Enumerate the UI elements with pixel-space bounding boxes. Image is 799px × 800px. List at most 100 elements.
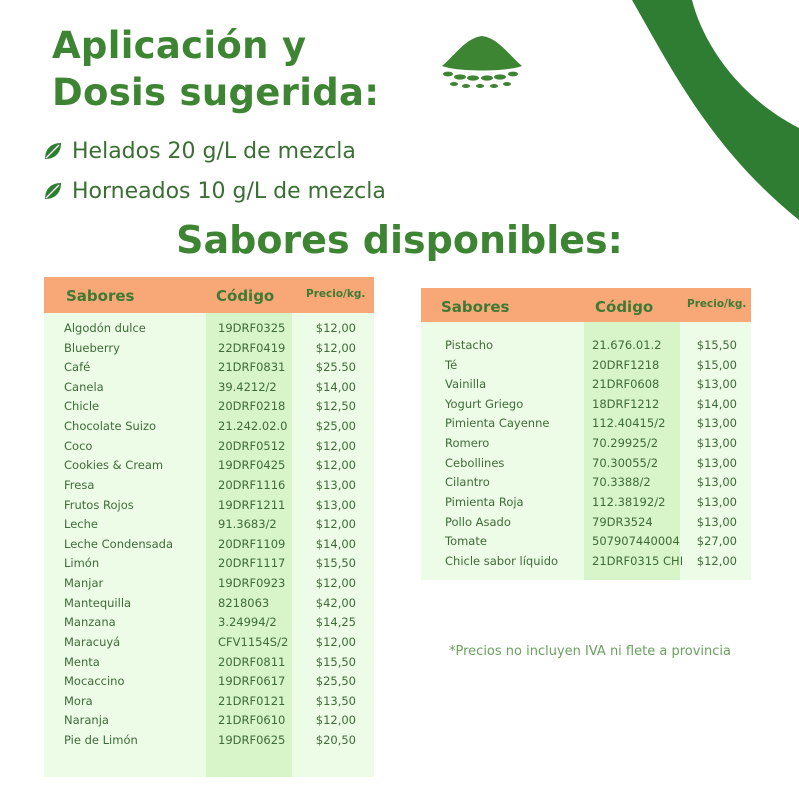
table-row: Chicle sabor líquido 21DRF0315 CHI $12,00 bbox=[421, 552, 751, 572]
flavor-cell: Cebollines bbox=[445, 455, 505, 470]
price-cell: $42,00 bbox=[315, 595, 356, 610]
code-cell: 21DRF0831 bbox=[218, 360, 286, 375]
table-row: Algodón dulce 19DRF0325 $12,00 bbox=[44, 319, 374, 339]
code-cell: 70.30055/2 bbox=[592, 455, 659, 470]
header-price: Precio/kg. bbox=[687, 298, 747, 310]
price-cell: $13,50 bbox=[315, 693, 356, 708]
code-cell: 19DRF0923 bbox=[218, 576, 286, 591]
flavor-cell: Mantequilla bbox=[64, 595, 132, 610]
flavor-cell: Café bbox=[64, 360, 91, 375]
code-cell: 79DR3524 bbox=[592, 514, 653, 529]
code-cell: 20DRF1218 bbox=[592, 357, 660, 372]
price-cell: $12,00 bbox=[315, 634, 356, 649]
code-cell: 112.38192/2 bbox=[592, 494, 666, 509]
dosage-list: Helados 20 g/L de mezcla Horneados 10 g/… bbox=[42, 131, 386, 211]
code-cell: 112.40415/2 bbox=[592, 416, 666, 431]
price-cell: $13,00 bbox=[696, 455, 737, 470]
table-row: Pie de Limón 19DRF0625 $20,50 bbox=[44, 731, 374, 751]
code-cell: CFV1154S/2 bbox=[218, 634, 289, 649]
table-row: Mocaccino 19DRF0617 $25,50 bbox=[44, 672, 374, 692]
flavor-cell: Menta bbox=[64, 654, 100, 669]
price-cell: $13,00 bbox=[696, 436, 737, 451]
flavor-cell: Cilantro bbox=[445, 475, 490, 490]
flavor-cell: Maracuyá bbox=[64, 634, 121, 649]
price-cell: $12,00 bbox=[315, 321, 356, 335]
flavor-cell: Blueberry bbox=[64, 340, 120, 355]
table-row: Leche 91.3683/2 $12,00 bbox=[44, 515, 374, 535]
table-row: Pimienta Roja 112.38192/2 $13,00 bbox=[421, 493, 751, 513]
flavor-cell: Mora bbox=[64, 693, 93, 708]
price-cell: $15,50 bbox=[315, 654, 356, 669]
price-cell: $12,00 bbox=[315, 458, 356, 473]
table-row: Menta 20DRF0811 $15,50 bbox=[44, 653, 374, 673]
code-cell: 20DRF0811 bbox=[218, 654, 286, 669]
price-cell: $15,00 bbox=[696, 357, 737, 372]
code-cell: 19DRF1211 bbox=[218, 497, 286, 512]
price-cell: $13,00 bbox=[696, 475, 737, 490]
leaf-bullet-icon bbox=[45, 183, 61, 199]
price-cell: $13,00 bbox=[696, 416, 737, 431]
price-cell: $15,50 bbox=[696, 338, 737, 352]
table-row: Manzana 3.24994/2 $14,25 bbox=[44, 613, 374, 633]
code-cell: 21DRF0610 bbox=[218, 713, 286, 728]
table-row: Naranja 21DRF0610 $12,00 bbox=[44, 711, 374, 731]
flavor-cell: Pimienta Roja bbox=[445, 494, 524, 509]
table-row: Leche Condensada 20DRF1109 $14,00 bbox=[44, 535, 374, 555]
title-line-2: Dosis sugerida: bbox=[52, 71, 380, 114]
table-row: Cebollines 70.30055/2 $13,00 bbox=[421, 454, 751, 474]
flavor-cell: Mocaccino bbox=[64, 674, 125, 689]
flavor-cell: Algodón dulce bbox=[64, 321, 146, 335]
table-row: Romero 70.29925/2 $13,00 bbox=[421, 434, 751, 454]
table-row: Tomate 507907440004 $27,00 bbox=[421, 532, 751, 552]
table-row: Fresa 20DRF1116 $13,00 bbox=[44, 476, 374, 496]
table-row: Pollo Asado 79DR3524 $13,00 bbox=[421, 513, 751, 533]
table-row: Frutos Rojos 19DRF1211 $13,00 bbox=[44, 496, 374, 516]
flavor-cell: Pimienta Cayenne bbox=[445, 416, 550, 431]
table-row: Yogurt Griego 18DRF1212 $14,00 bbox=[421, 395, 751, 415]
header-price: Precio/kg. bbox=[306, 288, 366, 300]
flavor-cell: Manjar bbox=[64, 576, 104, 591]
code-cell: 19DRF0325 bbox=[218, 321, 286, 335]
price-cell: $14,00 bbox=[315, 379, 356, 394]
code-cell: 19DRF0425 bbox=[218, 458, 286, 473]
price-cell: $12,00 bbox=[315, 517, 356, 532]
table-row: Cilantro 70.3388/2 $13,00 bbox=[421, 473, 751, 493]
flavors-table-left: Sabores Código Precio/kg. Algodón dulce 1… bbox=[44, 277, 374, 777]
price-cell: $12,50 bbox=[315, 399, 356, 414]
code-cell: 70.29925/2 bbox=[592, 436, 659, 451]
flavors-heading: Sabores disponibles: bbox=[176, 218, 623, 262]
code-cell: 21DRF0608 bbox=[592, 377, 660, 392]
code-cell: 20DRF1117 bbox=[218, 556, 286, 571]
price-cell: $25,50 bbox=[315, 674, 356, 689]
flavor-cell: Yogurt Griego bbox=[445, 396, 524, 411]
flavor-cell: Vainilla bbox=[445, 377, 487, 392]
price-cell: $12,00 bbox=[315, 576, 356, 591]
code-cell: 21DRF0315 CHI bbox=[592, 553, 684, 568]
flavor-cell: Chicle sabor líquido bbox=[445, 553, 559, 568]
price-cell: $13,00 bbox=[315, 477, 356, 492]
price-cell: $14,00 bbox=[696, 396, 737, 411]
dosage-text: Helados 20 g/L de mezcla bbox=[72, 138, 356, 164]
flavor-cell: Limón bbox=[64, 556, 100, 571]
leaf-bullet-icon bbox=[45, 143, 61, 159]
flavor-cell: Coco bbox=[64, 438, 93, 453]
code-cell: 19DRF0617 bbox=[218, 674, 286, 689]
price-cell: $20,50 bbox=[315, 733, 356, 748]
flavor-cell: Pistacho bbox=[445, 338, 494, 352]
header-flavor: Sabores bbox=[441, 298, 510, 316]
flavor-cell: Fresa bbox=[64, 477, 95, 492]
price-footnote: *Precios no incluyen IVA ni flete a prov… bbox=[449, 644, 731, 659]
table-row: Coco 20DRF0512 $12,00 bbox=[44, 437, 374, 457]
header-code: Código bbox=[216, 287, 275, 305]
price-cell: $15,50 bbox=[315, 556, 356, 571]
price-cell: $13,00 bbox=[696, 494, 737, 509]
table-row: Té 20DRF1218 $15,00 bbox=[421, 356, 751, 376]
code-cell: 19DRF0625 bbox=[218, 733, 286, 748]
flavor-cell: Leche bbox=[64, 517, 98, 532]
code-cell: 21.676.01.2 bbox=[592, 338, 662, 352]
table-header: Sabores Código Precio/kg. bbox=[421, 288, 751, 322]
flavor-cell: Canela bbox=[64, 379, 104, 394]
table-row: Blueberry 22DRF0419 $12,00 bbox=[44, 339, 374, 359]
code-cell: 39.4212/2 bbox=[218, 379, 277, 394]
